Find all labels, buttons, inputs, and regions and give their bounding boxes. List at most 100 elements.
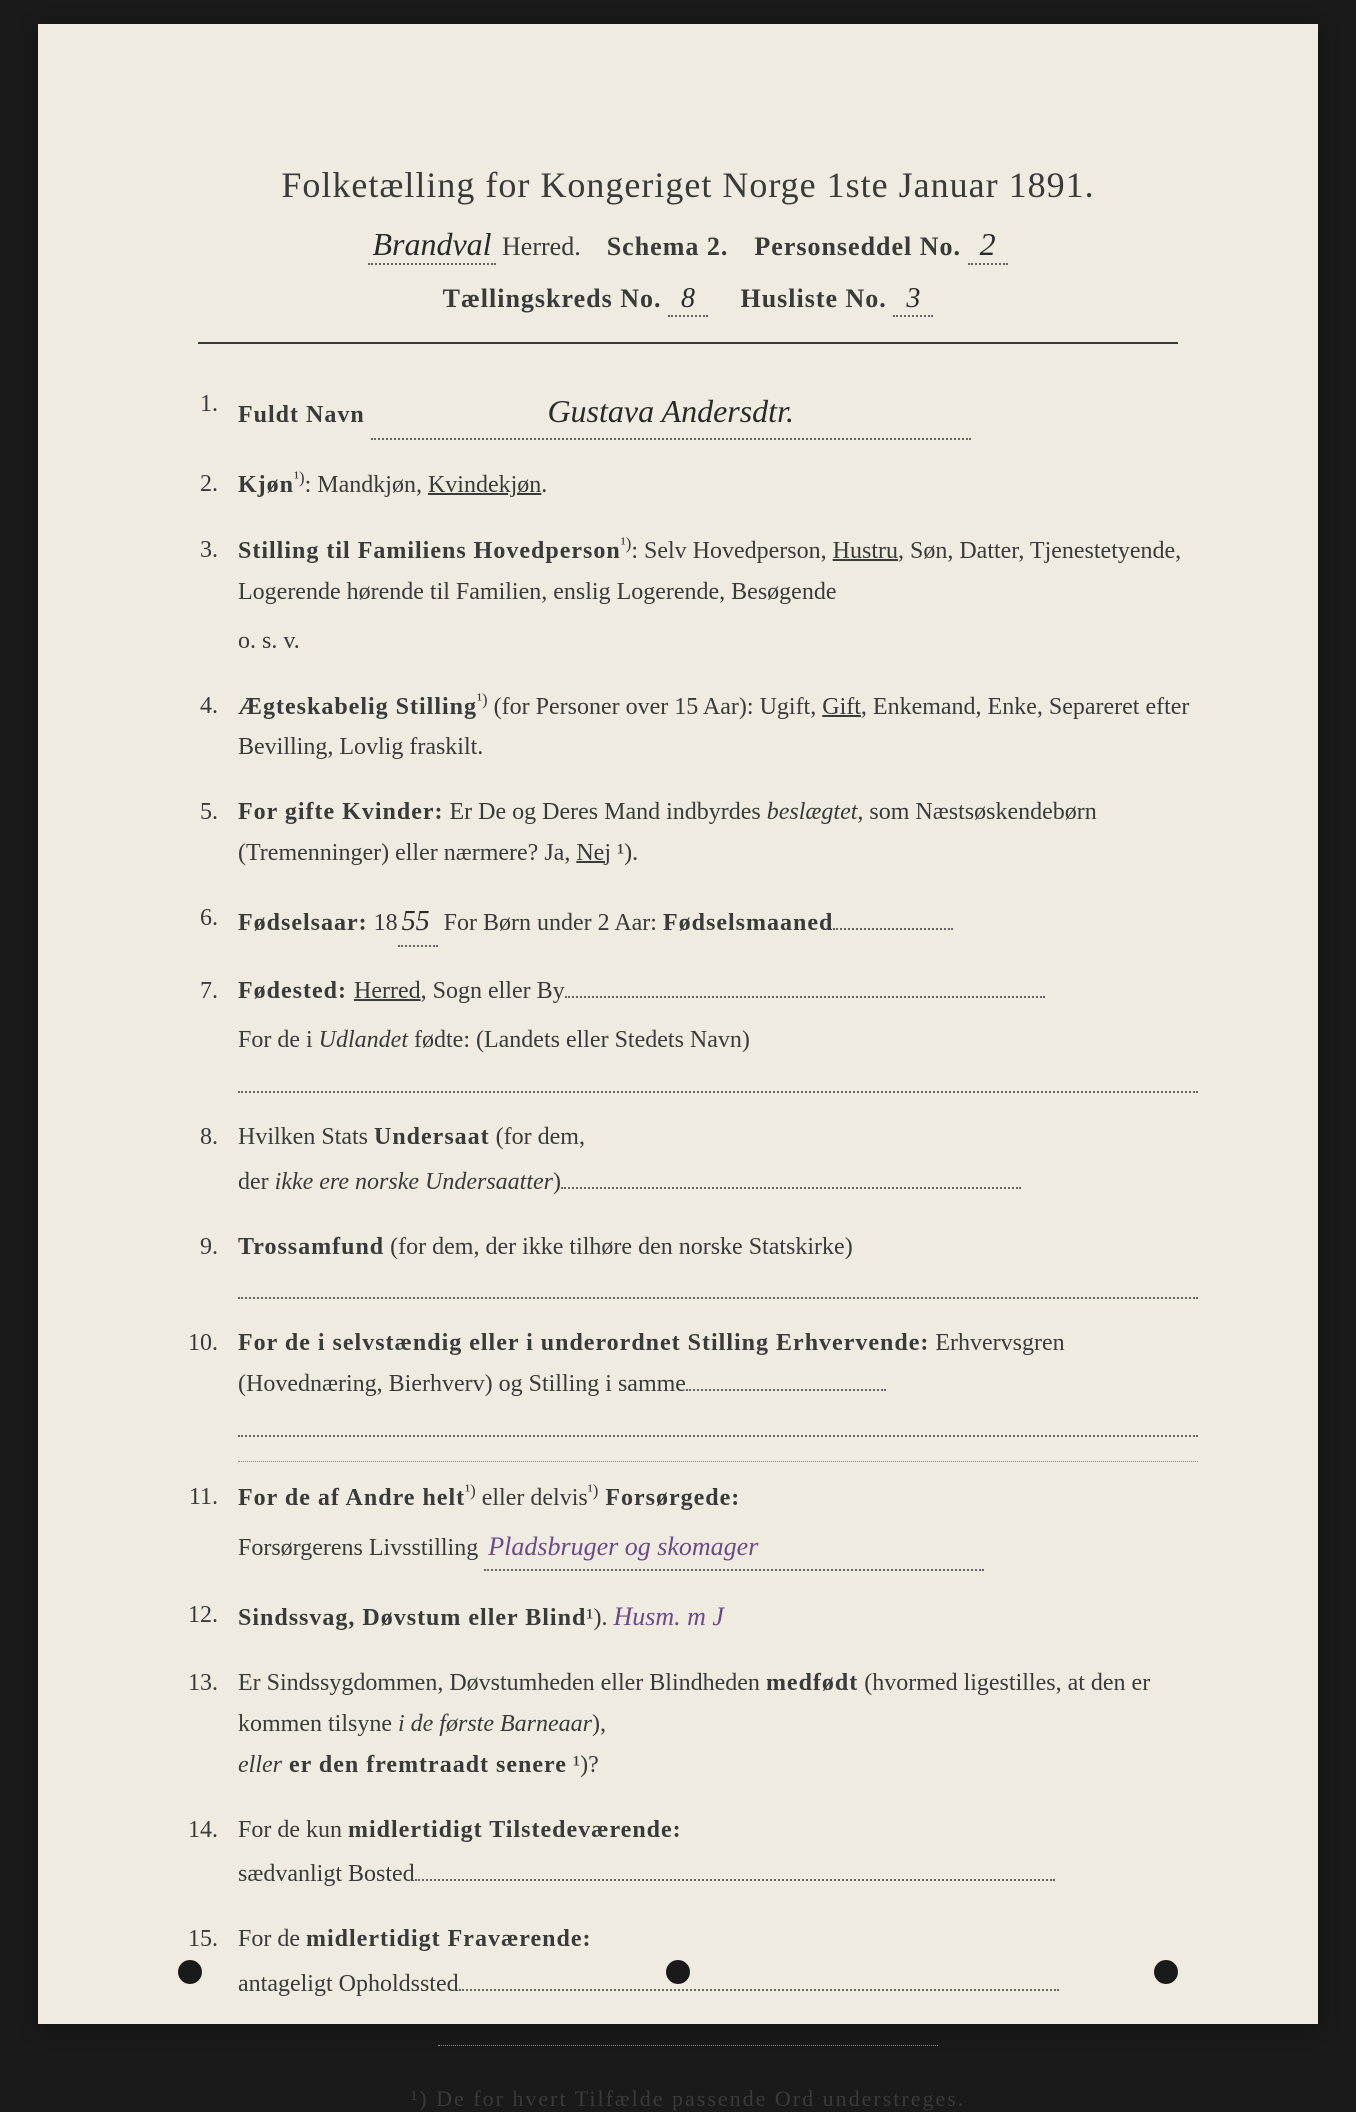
field-7-blank — [565, 996, 1045, 998]
field-5: 5. For gifte Kvinder: Er De og Deres Man… — [178, 792, 1198, 874]
field-3-label: Stilling til Familiens Hovedperson — [238, 538, 621, 564]
field-8: 8. Hvilken Stats Undersaat (for dem, der… — [178, 1117, 1198, 1203]
field-12-label: Sindssvag, Døvstum eller Blind — [238, 1605, 586, 1631]
field-14: 14. For de kun midlertidigt Tilstedevære… — [178, 1810, 1198, 1896]
field-6-prefix: 18 — [368, 910, 398, 936]
field-11-note1: ¹) — [465, 1481, 476, 1500]
field-7: 7. Fødested: Herred, Sogn eller By For d… — [178, 971, 1198, 1093]
field-13-content: Er Sindssygdommen, Døvstumheden eller Bl… — [238, 1663, 1198, 1785]
herred-label: Herred. — [502, 232, 581, 261]
field-13-line2: eller er den fremtraadt senere ¹)? — [238, 1745, 1198, 1786]
field-11: 11. For de af Andre helt¹) eller delvis¹… — [178, 1477, 1198, 1571]
field-5-selected: Nej — [576, 840, 611, 866]
field-12-num: 12. — [178, 1595, 238, 1639]
field-4-content: Ægteskabelig Stilling¹) (for Personer ov… — [238, 686, 1198, 769]
field-3-note: ¹) — [621, 534, 632, 553]
field-9-num: 9. — [178, 1227, 238, 1300]
field-5-note: ¹). — [611, 840, 638, 866]
field-4-num: 4. — [178, 686, 238, 769]
field-12-value: Husm. m J — [613, 1602, 724, 1631]
field-13-text3: ), — [592, 1711, 606, 1737]
field-12: 12. Sindssvag, Døvstum eller Blind¹). Hu… — [178, 1595, 1198, 1639]
field-6-content: Fødselsaar: 1855 For Børn under 2 Aar: F… — [238, 898, 1198, 948]
field-10-bold: Erhvervende: — [776, 1330, 929, 1356]
field-14-text1: sædvanligt Bosted — [238, 1861, 415, 1887]
field-9-blank-line — [238, 1275, 1198, 1299]
field-12-note: ¹). — [586, 1605, 607, 1631]
field-8-blank — [561, 1187, 1021, 1189]
field-11-num: 11. — [178, 1477, 238, 1571]
field-2-label: Kjøn — [238, 472, 294, 498]
field-2-selected: Kvindekjøn — [428, 472, 541, 498]
field-2-content: Kjøn¹): Mandkjøn, Kvindekjøn. — [238, 464, 1198, 506]
field-10-blank — [686, 1389, 886, 1391]
census-form-page: Folketælling for Kongeriget Norge 1ste J… — [38, 24, 1318, 2024]
field-7-line2: For de i Udlandet fødte: (Landets eller … — [238, 1020, 1198, 1061]
field-10-content: For de i selvstændig eller i underordnet… — [238, 1323, 1198, 1437]
field-3-etc: o. s. v. — [238, 621, 1198, 662]
field-4-paren: (for Personer over 15 Aar): Ugift, — [488, 694, 823, 720]
field-1-num: 1. — [178, 384, 238, 440]
field-10: 10. For de i selvstændig eller i underor… — [178, 1323, 1198, 1437]
field-7-text3: fødte: (Landets eller Stedets Navn) — [408, 1027, 750, 1053]
husliste-no: 3 — [893, 283, 933, 317]
field-11-note2: ¹) — [588, 1481, 599, 1500]
field-8-bold: Undersaat — [374, 1124, 490, 1150]
field-11-bold: Forsørgede: — [598, 1485, 740, 1511]
field-1-value: Gustava Andersdtr. — [371, 384, 971, 440]
field-15-text1: antageligt Opholdssted — [238, 1971, 459, 1997]
field-8-italic1: ikke ere norske Undersaatter — [275, 1169, 553, 1195]
field-9-label: Trossamfund — [238, 1234, 384, 1260]
field-14-num: 14. — [178, 1810, 238, 1896]
field-10-num: 10. — [178, 1323, 238, 1437]
field-11-content: For de af Andre helt¹) eller delvis¹) Fo… — [238, 1477, 1198, 1571]
punch-hole-left — [178, 1960, 202, 1984]
field-7-content: Fødested: Herred, Sogn eller By For de i… — [238, 971, 1198, 1093]
field-1-content: Fuldt Navn Gustava Andersdtr. — [238, 384, 1198, 440]
field-14-pre: For de kun — [238, 1817, 348, 1843]
field-6-text2: For Børn under 2 Aar: — [438, 910, 663, 936]
field-13-num: 13. — [178, 1663, 238, 1785]
field-6-blank — [833, 928, 953, 930]
field-11-value: Pladsbruger og skomager — [484, 1525, 984, 1571]
schema-label: Schema 2. — [607, 232, 729, 261]
field-4-note: ¹) — [477, 690, 488, 709]
field-15-content: For de midlertidigt Fraværende: antageli… — [238, 1919, 1198, 2005]
punch-hole-center — [666, 1960, 690, 1984]
section-divider — [238, 1461, 1198, 1462]
footnote-divider — [438, 2045, 938, 2046]
field-3: 3. Stilling til Familiens Hovedperson¹):… — [178, 530, 1198, 661]
taellingskreds-label: Tællingskreds No. — [443, 284, 662, 313]
taellingskreds-no: 8 — [668, 283, 708, 317]
field-4-label: Ægteskabelig Stilling — [238, 694, 477, 720]
husliste-label: Husliste No. — [740, 284, 886, 313]
footnote: ¹) De for hvert Tilfælde passende Ord un… — [178, 2086, 1198, 2112]
subtitle-row-1: Brandval Herred. Schema 2. Personseddel … — [178, 226, 1198, 265]
field-2-end: . — [541, 472, 547, 498]
field-3-content: Stilling til Familiens Hovedperson¹): Se… — [238, 530, 1198, 661]
field-15-bold: midlertidigt Fraværende: — [306, 1926, 592, 1952]
field-11-line2: Forsørgerens Livsstilling Pladsbruger og… — [238, 1525, 1198, 1571]
field-11-text1: eller delvis — [476, 1485, 588, 1511]
field-8-num: 8. — [178, 1117, 238, 1203]
field-11-text2: Forsørgerens Livsstilling — [238, 1535, 478, 1561]
field-9-content: Trossamfund (for dem, der ikke tilhøre d… — [238, 1227, 1198, 1300]
field-15-pre: For de — [238, 1926, 306, 1952]
header-divider — [198, 342, 1178, 344]
field-14-content: For de kun midlertidigt Tilstedeværende:… — [238, 1810, 1198, 1896]
field-8-pre: Hvilken Stats — [238, 1124, 374, 1150]
field-8-content: Hvilken Stats Undersaat (for dem, der ik… — [238, 1117, 1198, 1203]
field-7-text2: For de i — [238, 1027, 319, 1053]
field-15: 15. For de midlertidigt Fraværende: anta… — [178, 1919, 1198, 2005]
field-1: 1. Fuldt Navn Gustava Andersdtr. — [178, 384, 1198, 440]
field-11-pre: For de af Andre helt — [238, 1485, 465, 1511]
field-10-blank-line — [238, 1413, 1198, 1437]
page-title: Folketælling for Kongeriget Norge 1ste J… — [178, 164, 1198, 206]
field-7-selected: Herred — [354, 978, 421, 1004]
subtitle-row-2: Tællingskreds No. 8 Husliste No. 3 — [178, 283, 1198, 317]
field-8-text2: der — [238, 1169, 275, 1195]
personseddel-label: Personseddel No. — [754, 232, 961, 261]
field-6: 6. Fødselsaar: 1855 For Børn under 2 Aar… — [178, 898, 1198, 948]
field-13-bold1: medfødt — [766, 1670, 858, 1696]
field-2-num: 2. — [178, 464, 238, 506]
